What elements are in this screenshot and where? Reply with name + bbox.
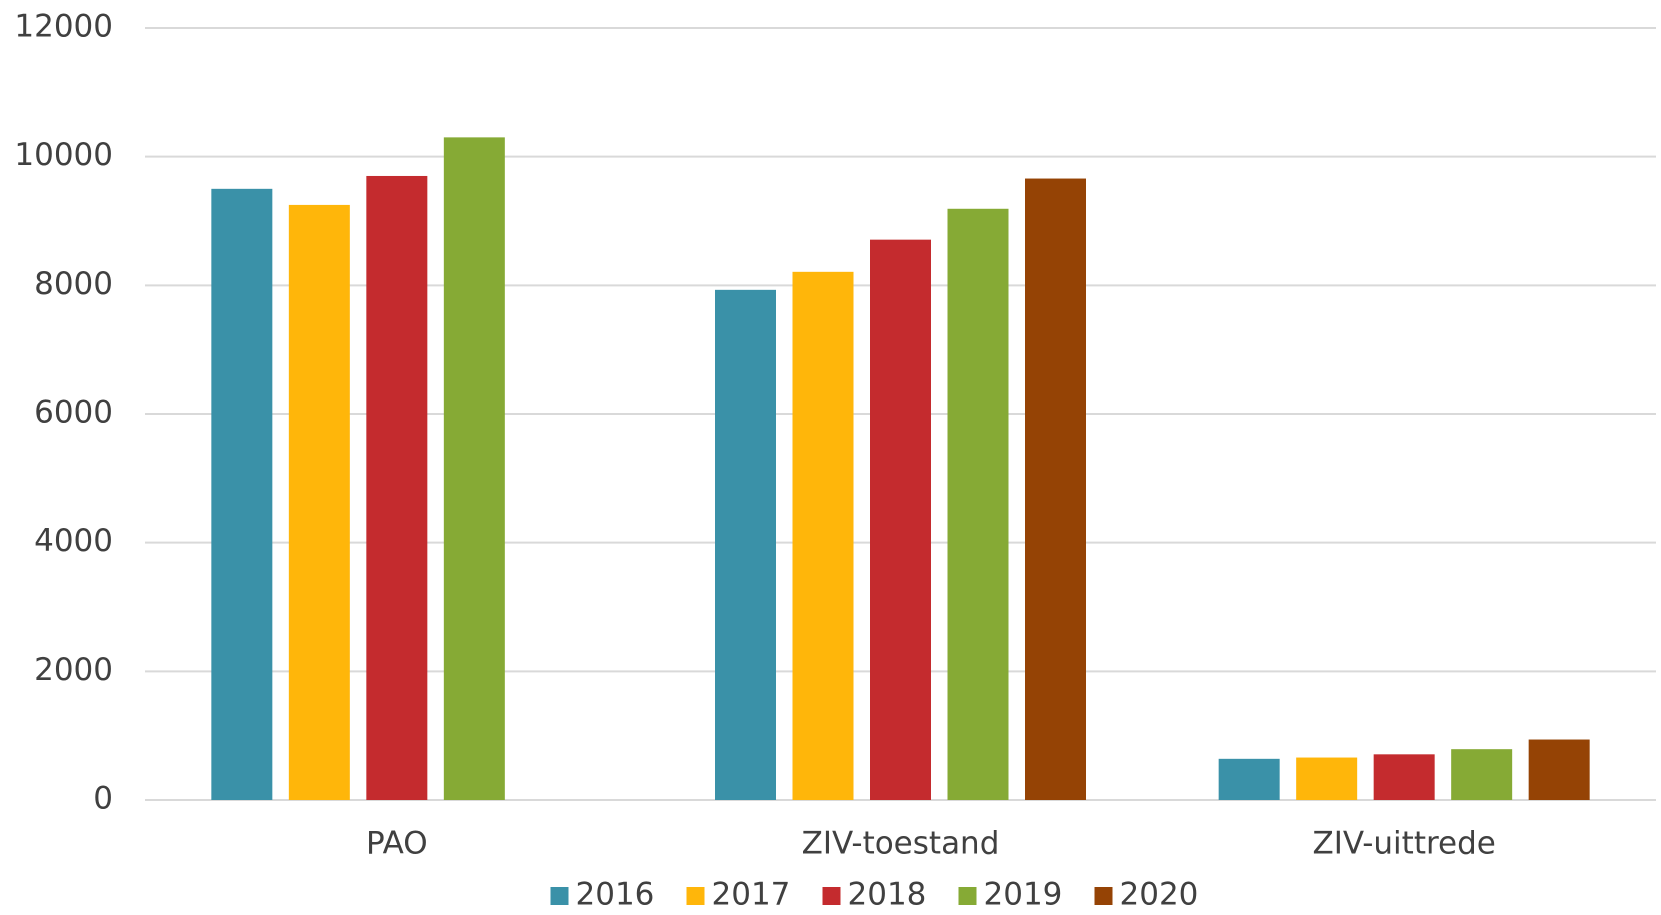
- y-tick-label: 8000: [34, 266, 113, 302]
- bar: [288, 204, 350, 800]
- y-tick-label: 10000: [14, 137, 113, 173]
- bar: [1451, 749, 1513, 800]
- y-tick-label: 12000: [14, 9, 113, 45]
- bar: [1218, 758, 1280, 800]
- legend-label: 2016: [576, 877, 655, 913]
- bar: [715, 289, 776, 800]
- x-tick-label: ZIV-uittrede: [1312, 826, 1495, 862]
- bar: [1373, 754, 1435, 800]
- bar: [1528, 739, 1590, 800]
- x-tick-label: PAO: [366, 826, 428, 862]
- bar: [211, 188, 273, 801]
- y-tick-label: 6000: [34, 395, 113, 431]
- legend-label: 2020: [1120, 877, 1199, 913]
- bar: [792, 271, 854, 800]
- bar: [366, 175, 428, 800]
- legend-swatch: [1094, 887, 1113, 905]
- bar: [1025, 178, 1086, 801]
- legend-swatch: [958, 887, 977, 905]
- x-tick-label: ZIV-toestand: [802, 826, 1000, 862]
- legend-label: 2019: [984, 877, 1063, 913]
- legend-swatch: [550, 887, 569, 905]
- legend-swatch: [686, 887, 705, 905]
- bar: [443, 137, 505, 800]
- y-tick-label: 0: [93, 781, 113, 817]
- bar: [870, 239, 931, 800]
- legend-swatch: [822, 887, 841, 905]
- y-tick-label: 4000: [34, 523, 113, 559]
- bar: [947, 208, 1009, 800]
- legend-label: 2018: [848, 877, 927, 913]
- legend-label: 2017: [712, 877, 791, 913]
- bar: [1296, 757, 1358, 800]
- y-tick-label: 2000: [34, 652, 113, 688]
